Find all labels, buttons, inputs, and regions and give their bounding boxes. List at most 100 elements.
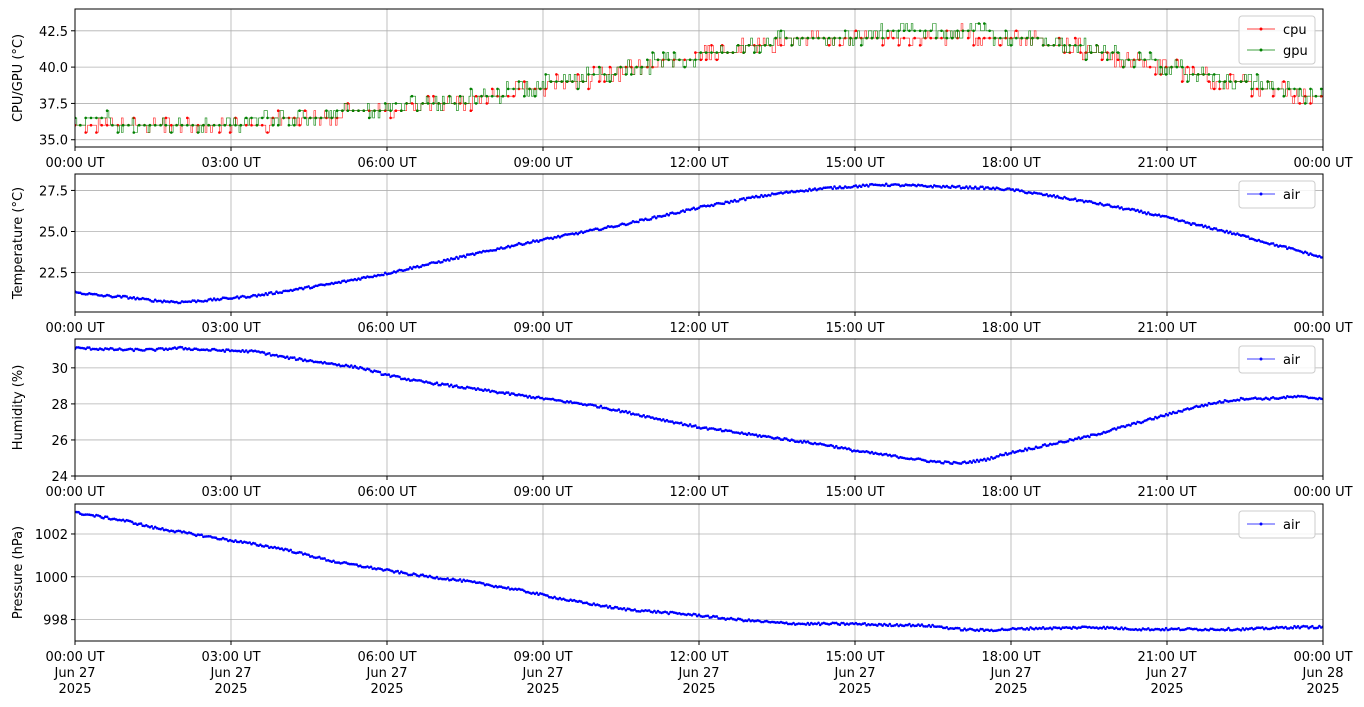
data-point (1011, 188, 1015, 191)
data-point (827, 44, 831, 47)
data-point (710, 44, 713, 47)
data-point (790, 44, 793, 47)
legend-label-air: air (1283, 188, 1301, 203)
data-point (260, 123, 264, 127)
data-point (833, 185, 836, 188)
data-point (897, 29, 900, 33)
data-point (1236, 232, 1239, 235)
data-point (1191, 65, 1195, 69)
data-point (558, 596, 562, 600)
data-point (788, 191, 792, 194)
data-point (651, 611, 654, 614)
data-point (1004, 451, 1007, 455)
data-point (1063, 44, 1066, 47)
data-point (79, 123, 82, 127)
data-point (490, 94, 494, 98)
data-point (968, 185, 972, 188)
data-point (1180, 410, 1184, 413)
data-point (150, 525, 153, 528)
data-point (359, 278, 362, 281)
data-point (1154, 627, 1157, 631)
y-tick-label: 30 (51, 362, 68, 377)
x-tick-label: 03:00 UT (201, 321, 260, 336)
data-point (1016, 188, 1020, 191)
data-point (414, 573, 417, 576)
data-point (553, 595, 556, 599)
data-point (474, 102, 478, 105)
x-tick-label: 09:00 UT (513, 485, 572, 500)
data-point (228, 131, 232, 134)
data-point (1182, 219, 1186, 223)
data-point (515, 243, 519, 246)
plot-area (75, 345, 1323, 466)
data-point (487, 388, 490, 392)
data-point (318, 555, 321, 559)
data-point (398, 572, 401, 575)
data-point (735, 618, 738, 622)
x-tick-date-label: Jun 27 (678, 666, 720, 681)
data-point (1282, 94, 1286, 98)
data-point (448, 94, 451, 98)
data-point (357, 367, 360, 370)
data-point (678, 58, 681, 62)
data-point (367, 116, 371, 120)
x-tick-date-label: Jun 27 (210, 666, 252, 681)
data-point (186, 123, 189, 127)
data-point (695, 614, 699, 618)
data-point (435, 381, 439, 385)
data-point (988, 29, 991, 33)
data-point (528, 87, 531, 91)
data-point (480, 251, 483, 254)
data-point (897, 183, 900, 186)
data-point (442, 102, 446, 105)
data-point (1123, 425, 1127, 429)
data-point (683, 58, 686, 62)
data-point (1009, 44, 1013, 47)
data-point (822, 36, 826, 40)
data-point (246, 351, 250, 354)
data-point (1282, 80, 1286, 83)
data-point (186, 116, 189, 120)
data-point (435, 261, 439, 265)
data-point (255, 123, 259, 127)
data-point (1036, 36, 1039, 40)
data-point (662, 51, 665, 54)
data-point (1025, 36, 1029, 40)
data-point (726, 51, 729, 54)
data-point (334, 281, 337, 285)
x-tick-label: 09:00 UT (513, 650, 572, 665)
data-point (1045, 193, 1048, 196)
y-tick-label: 42.5 (39, 25, 68, 40)
data-point (576, 73, 580, 76)
data-point (624, 409, 628, 413)
data-point (460, 580, 464, 583)
data-point (936, 460, 940, 463)
data-point (565, 80, 569, 83)
plot-area (75, 182, 1323, 305)
data-point (473, 253, 476, 257)
data-point (777, 437, 781, 440)
data-point (1196, 73, 1200, 76)
plot-area (75, 22, 1323, 134)
data-point (1041, 626, 1045, 629)
data-point (287, 123, 291, 127)
data-point (963, 186, 966, 190)
data-point (678, 211, 681, 215)
data-point (769, 194, 772, 197)
data-point (423, 574, 426, 578)
x-tick-label: 15:00 UT (825, 650, 884, 665)
data-point (854, 29, 858, 33)
data-point (1239, 629, 1243, 632)
data-point (1241, 627, 1245, 630)
data-point (555, 236, 558, 239)
data-point (690, 614, 694, 617)
x-tick-year-label: 2025 (58, 682, 91, 697)
data-point (1200, 223, 1204, 227)
data-point (1100, 51, 1104, 54)
data-point (1048, 626, 1052, 630)
data-point (1186, 80, 1189, 83)
data-point (221, 348, 225, 352)
data-point (228, 297, 232, 300)
data-point (1154, 58, 1157, 62)
legend-marker-air (1259, 192, 1263, 196)
